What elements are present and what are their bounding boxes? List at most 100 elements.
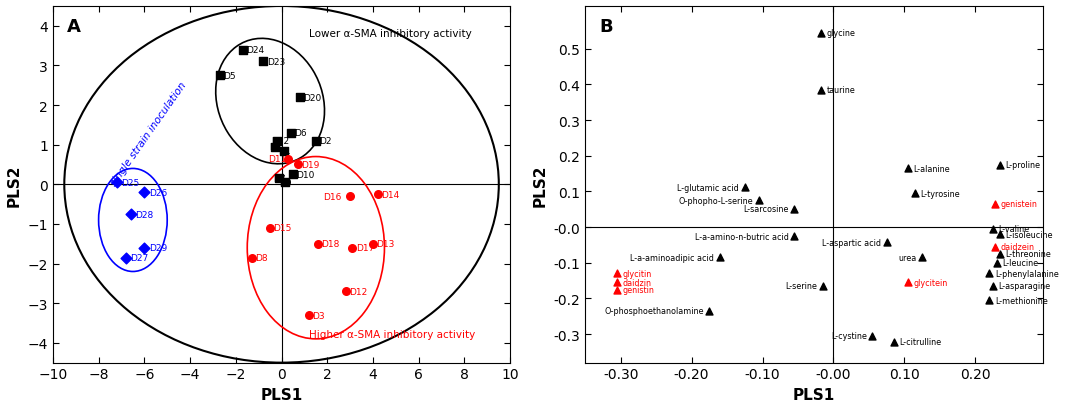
Point [991, 231, 1008, 238]
Text: glycitein: glycitein [914, 278, 947, 287]
Text: daidzin: daidzin [623, 278, 652, 287]
Text: D18: D18 [321, 240, 340, 249]
Point [291, 94, 308, 101]
Point [135, 245, 153, 252]
Text: D19: D19 [301, 161, 319, 170]
Point [981, 297, 998, 304]
Text: D13: D13 [377, 240, 395, 249]
Text: L-tyrosine: L-tyrosine [920, 189, 960, 198]
Point [786, 206, 803, 212]
Point [700, 308, 717, 315]
Text: glycine: glycine [826, 29, 855, 38]
Point [711, 254, 728, 261]
Text: L-alanine: L-alanine [914, 164, 950, 173]
Text: L-serine: L-serine [785, 282, 817, 291]
Point [906, 191, 924, 197]
Text: L-a-amino-n-butric acid: L-a-amino-n-butric acid [695, 232, 788, 241]
Text: L-phenylalanine: L-phenylalanine [996, 269, 1059, 278]
Point [276, 180, 293, 186]
Text: single strain inoculation: single strain inoculation [110, 80, 189, 187]
Point [266, 144, 284, 151]
Point [988, 260, 1005, 266]
Text: B: B [599, 18, 612, 36]
Point [736, 184, 753, 191]
Text: D12: D12 [349, 287, 367, 296]
Point [344, 245, 361, 252]
Text: L-citrulline: L-citrulline [899, 337, 942, 346]
Point [342, 193, 359, 200]
X-axis label: PLS1: PLS1 [260, 387, 303, 402]
Text: D4: D4 [268, 143, 281, 152]
Point [991, 162, 1008, 169]
Text: D2: D2 [319, 137, 332, 146]
Point [271, 175, 288, 182]
Text: D1: D1 [278, 147, 291, 156]
Text: D5: D5 [223, 72, 236, 81]
Point [786, 233, 803, 240]
Point [243, 255, 260, 261]
Point [879, 239, 896, 246]
Text: glycitin: glycitin [623, 269, 652, 278]
Text: taurine: taurine [826, 86, 855, 95]
Point [212, 73, 229, 79]
Text: Lower α-SMA inhibitory activity: Lower α-SMA inhibitory activity [309, 29, 471, 38]
Point [307, 138, 324, 145]
Point [337, 288, 354, 295]
Text: L-cystine: L-cystine [831, 332, 867, 341]
Point [135, 189, 153, 196]
Point [609, 279, 626, 286]
Point [863, 333, 881, 339]
Text: D14: D14 [381, 190, 400, 199]
Point [914, 254, 931, 261]
Point [987, 201, 1004, 208]
Point [609, 287, 626, 293]
Point [285, 172, 302, 178]
Text: D8: D8 [256, 254, 267, 263]
Point [282, 130, 300, 137]
Text: L-methionine: L-methionine [996, 296, 1048, 305]
Point [108, 180, 126, 186]
Text: D24: D24 [246, 46, 264, 55]
Point [899, 166, 916, 172]
Text: D16: D16 [322, 192, 342, 201]
Text: L-a-aminoadipic acid: L-a-aminoadipic acid [630, 253, 714, 262]
Text: D22: D22 [272, 137, 289, 146]
Point [985, 226, 1002, 233]
Point [275, 148, 292, 155]
Point [981, 270, 998, 277]
Text: L-leucine: L-leucine [1002, 258, 1039, 267]
Point [280, 156, 297, 162]
Y-axis label: PLS2: PLS2 [533, 164, 548, 206]
Text: D9: D9 [279, 178, 292, 187]
Text: L-proline: L-proline [1005, 161, 1041, 170]
Text: D6: D6 [294, 129, 307, 138]
Text: D28: D28 [135, 210, 154, 219]
Text: D26: D26 [149, 188, 168, 197]
Text: L-aspartic acid: L-aspartic acid [822, 238, 881, 247]
Y-axis label: PLS2: PLS2 [6, 164, 21, 206]
Text: L-sarcosine: L-sarcosine [743, 204, 788, 213]
Point [369, 191, 387, 198]
Text: D15: D15 [274, 224, 292, 233]
Point [609, 270, 626, 277]
Point [289, 162, 306, 169]
Text: L-threonine: L-threonine [1005, 250, 1051, 259]
Text: D25: D25 [121, 178, 140, 187]
Point [364, 241, 381, 247]
Text: genistin: genistin [623, 285, 655, 294]
Text: D23: D23 [266, 58, 285, 67]
Text: D29: D29 [149, 244, 168, 253]
Point [255, 59, 272, 65]
Text: L-isoleucine: L-isoleucine [1005, 230, 1054, 239]
Text: D11: D11 [267, 155, 286, 164]
Point [899, 279, 916, 286]
Text: D10: D10 [296, 171, 315, 180]
Text: urea: urea [898, 253, 916, 262]
X-axis label: PLS1: PLS1 [793, 387, 836, 402]
Point [122, 211, 140, 218]
Text: O-phopho-L-serine: O-phopho-L-serine [679, 196, 753, 205]
Point [234, 47, 251, 54]
Text: Higher α-SMA inhibitory activity: Higher α-SMA inhibitory activity [309, 329, 475, 339]
Point [751, 198, 768, 204]
Text: A: A [67, 18, 81, 36]
